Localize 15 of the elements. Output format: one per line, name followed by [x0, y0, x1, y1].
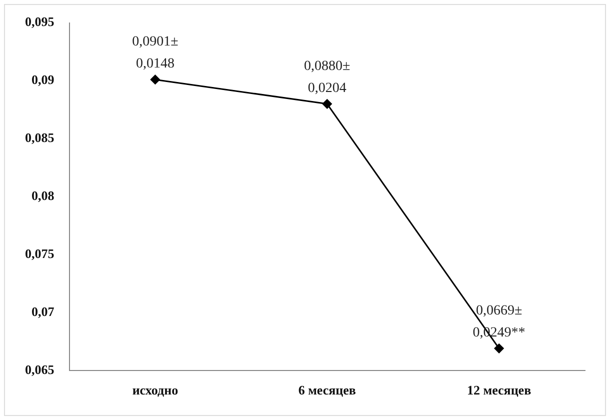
y-tick-label: 0,065 — [25, 362, 55, 377]
y-tick-label: 0,09 — [32, 72, 55, 88]
point — [494, 344, 504, 354]
y-tick-label: 0,07 — [32, 304, 55, 319]
y-tick-label: 0,095 — [25, 14, 55, 30]
x-tick-label: 6 месяцев — [298, 382, 356, 398]
x-tick-label: исходно — [132, 382, 178, 398]
y-tick-label: 0,075 — [25, 246, 55, 261]
x-tick-label: 12 месяцев — [466, 382, 532, 398]
y-tick-label: 0,085 — [25, 130, 55, 146]
data-label: 0,0880± 0,0204 — [304, 58, 351, 96]
point — [322, 99, 332, 109]
data-label: 0,0901± 0,0148 — [132, 34, 179, 72]
y-tick-label: 0,08 — [32, 188, 55, 203]
point — [150, 74, 160, 84]
